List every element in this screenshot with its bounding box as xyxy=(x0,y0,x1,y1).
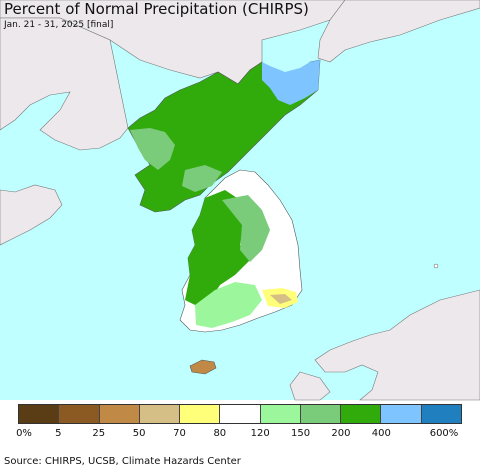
legend-labels: 0% 5 25 50 70 80 120 150 200 400 600% xyxy=(0,428,480,442)
south-korea-lightgreen xyxy=(195,282,262,328)
north-korea-blue-area xyxy=(262,60,320,105)
north-korea-land xyxy=(127,59,321,213)
south-korea-tan-area xyxy=(270,294,292,304)
ulleung-island xyxy=(433,263,439,269)
legend-swatch xyxy=(260,405,301,423)
russia-land xyxy=(317,0,480,63)
south-korea-mid-green xyxy=(222,195,270,262)
legend-swatch xyxy=(421,405,461,423)
legend-label: 5 xyxy=(55,428,62,439)
legend-label: 150 xyxy=(290,428,311,439)
legend-label: 600% xyxy=(429,428,459,439)
date-range-subtitle: Jan. 21 - 31, 2025 [final] xyxy=(4,20,114,30)
legend-swatch xyxy=(180,405,221,423)
north-korea-lightgreen xyxy=(130,128,175,170)
south-korea-green xyxy=(185,190,250,305)
legend-label: 80 xyxy=(213,428,227,439)
legend-swatch xyxy=(300,405,342,423)
legend-swatch xyxy=(139,405,181,423)
legend-label: 120 xyxy=(250,428,270,439)
source-credit: Source: CHIRPS, UCSB, Climate Hazards Ce… xyxy=(4,456,241,467)
jeju-island xyxy=(189,359,217,375)
legend-label: 25 xyxy=(92,428,106,439)
legend-swatch xyxy=(19,405,60,423)
legend-label: 50 xyxy=(132,428,146,439)
legend-swatch xyxy=(381,405,422,423)
legend-label: 200 xyxy=(331,428,351,439)
liaodong-land xyxy=(0,17,129,151)
shandong-land xyxy=(0,184,63,246)
legend-label: 70 xyxy=(173,428,186,439)
legend-swatch xyxy=(220,405,261,423)
legend-swatch xyxy=(99,405,140,423)
legend-swatch xyxy=(341,405,382,423)
north-korea-lightgreen-2 xyxy=(182,165,222,192)
legend-color-bar xyxy=(18,404,462,424)
legend-label: 400 xyxy=(371,428,391,439)
legend-label: 0% xyxy=(16,428,32,439)
kyushu-land xyxy=(289,371,331,401)
legend-swatch xyxy=(59,405,100,423)
japan-land xyxy=(314,289,480,401)
page-title: Percent of Normal Precipitation (CHIRPS) xyxy=(4,0,309,18)
